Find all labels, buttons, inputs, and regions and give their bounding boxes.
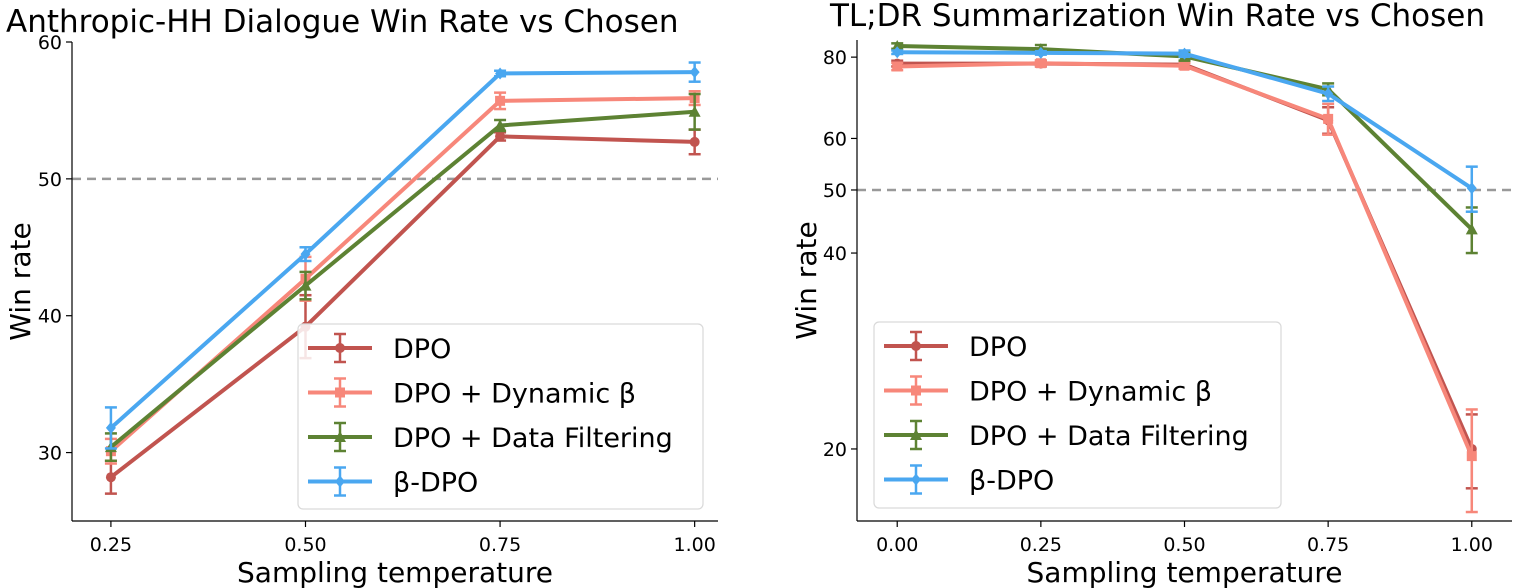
y-tick-label: 40 bbox=[823, 243, 847, 265]
y-tick-label: 40 bbox=[38, 306, 62, 328]
data-point bbox=[1323, 113, 1334, 124]
data-point bbox=[105, 472, 116, 483]
y-tick-label: 30 bbox=[38, 443, 62, 465]
x-tick-label: 0.50 bbox=[284, 534, 326, 556]
chart-title: TL;DR Summarization Win Rate vs Chosen bbox=[829, 0, 1485, 34]
data-point bbox=[299, 279, 312, 291]
legend-entry-3: DPO + Data Filtering bbox=[884, 419, 1249, 452]
data-point bbox=[689, 66, 700, 79]
data-point bbox=[688, 105, 701, 117]
legend-label: DPO + Data Filtering bbox=[969, 421, 1249, 452]
data-point bbox=[1466, 182, 1477, 195]
x-axis-label: Sampling temperature bbox=[237, 556, 553, 588]
data-point bbox=[1035, 46, 1046, 59]
x-tick-label: 0.25 bbox=[1020, 534, 1062, 556]
legend-box bbox=[873, 321, 1282, 509]
data-point bbox=[494, 119, 507, 131]
x-tick-label: 0.25 bbox=[90, 534, 132, 556]
series-line bbox=[108, 70, 697, 430]
legend-swatch-marker bbox=[334, 431, 346, 442]
legend: DPO DPO + Dynamic β DPO + Data Filtering β-… bbox=[873, 321, 1282, 509]
data-point bbox=[1179, 47, 1190, 60]
series-3 bbox=[891, 40, 1478, 255]
data-point bbox=[1465, 223, 1478, 235]
legend-swatch-marker bbox=[911, 341, 921, 351]
legend-swatch-marker bbox=[335, 343, 345, 353]
x-tick-label: 1.00 bbox=[1451, 534, 1493, 556]
legend-label: DPO + Dynamic β bbox=[393, 379, 636, 410]
y-tick-label: 80 bbox=[823, 47, 847, 69]
series-line bbox=[895, 50, 1474, 191]
chart-panel-1: Anthropic-HH Dialogue Win Rate vs Chosen… bbox=[4, 4, 718, 588]
legend-swatch-marker bbox=[335, 475, 345, 488]
series-4 bbox=[104, 61, 701, 450]
chart-title: Anthropic-HH Dialogue Win Rate vs Chosen bbox=[6, 4, 679, 40]
series-4 bbox=[891, 46, 1478, 213]
data-point bbox=[495, 95, 506, 106]
data-point bbox=[300, 248, 311, 261]
data-point bbox=[105, 421, 116, 434]
legend-swatch-marker bbox=[335, 387, 345, 398]
legend-box bbox=[297, 323, 704, 510]
legend-entry-2: DPO + Dynamic β bbox=[308, 377, 636, 410]
legend-entry-1: DPO bbox=[884, 330, 1027, 363]
y-tick-label: 50 bbox=[823, 180, 847, 202]
legend-swatch-marker bbox=[911, 385, 921, 396]
legend: DPO DPO + Dynamic β DPO + Data Filtering β-… bbox=[297, 323, 704, 510]
data-point bbox=[1035, 58, 1046, 69]
data-point bbox=[1179, 60, 1190, 71]
data-point bbox=[689, 136, 700, 147]
y-tick-label: 60 bbox=[38, 32, 62, 54]
legend-label: DPO + Dynamic β bbox=[969, 377, 1212, 408]
chart-panel-2: TL;DR Summarization Win Rate vs Chosen 0.… bbox=[790, 0, 1512, 588]
legend-label: DPO bbox=[969, 332, 1027, 363]
legend-entry-4: β-DPO bbox=[308, 466, 478, 499]
x-axis-label: Sampling temperature bbox=[1027, 556, 1343, 588]
legend-entry-3: DPO + Data Filtering bbox=[308, 421, 673, 454]
x-tick-label: 0.00 bbox=[876, 534, 918, 556]
data-point bbox=[1323, 87, 1334, 100]
series-line bbox=[108, 109, 697, 450]
legend-label: DPO + Data Filtering bbox=[393, 423, 673, 454]
x-tick-label: 0.75 bbox=[1307, 534, 1349, 556]
legend-swatch-marker bbox=[910, 429, 922, 440]
x-tick-label: 0.75 bbox=[479, 534, 521, 556]
data-point bbox=[891, 40, 904, 52]
legend-swatch-marker bbox=[911, 473, 921, 486]
x-tick-label: 0.50 bbox=[1163, 534, 1205, 556]
legend-label: β-DPO bbox=[969, 466, 1054, 497]
series-line bbox=[895, 44, 1474, 232]
y-axis-label: Win rate bbox=[790, 221, 823, 339]
data-point bbox=[1466, 451, 1477, 462]
legend-entry-4: β-DPO bbox=[884, 464, 1054, 497]
data-point bbox=[892, 46, 903, 59]
series-line bbox=[108, 134, 697, 480]
series-2 bbox=[891, 58, 1478, 514]
data-point bbox=[495, 131, 506, 142]
x-tick-label: 1.00 bbox=[673, 534, 715, 556]
legend-entry-2: DPO + Dynamic β bbox=[884, 375, 1212, 408]
y-tick-label: 60 bbox=[823, 128, 847, 150]
legend-label: DPO bbox=[393, 334, 451, 365]
legend-entry-1: DPO bbox=[308, 332, 451, 365]
data-point bbox=[495, 67, 506, 80]
y-tick-label: 20 bbox=[823, 439, 847, 461]
legend-label: β-DPO bbox=[393, 468, 478, 499]
data-point bbox=[892, 61, 903, 72]
y-tick-label: 50 bbox=[38, 169, 62, 191]
y-axis-label: Win rate bbox=[4, 222, 37, 340]
